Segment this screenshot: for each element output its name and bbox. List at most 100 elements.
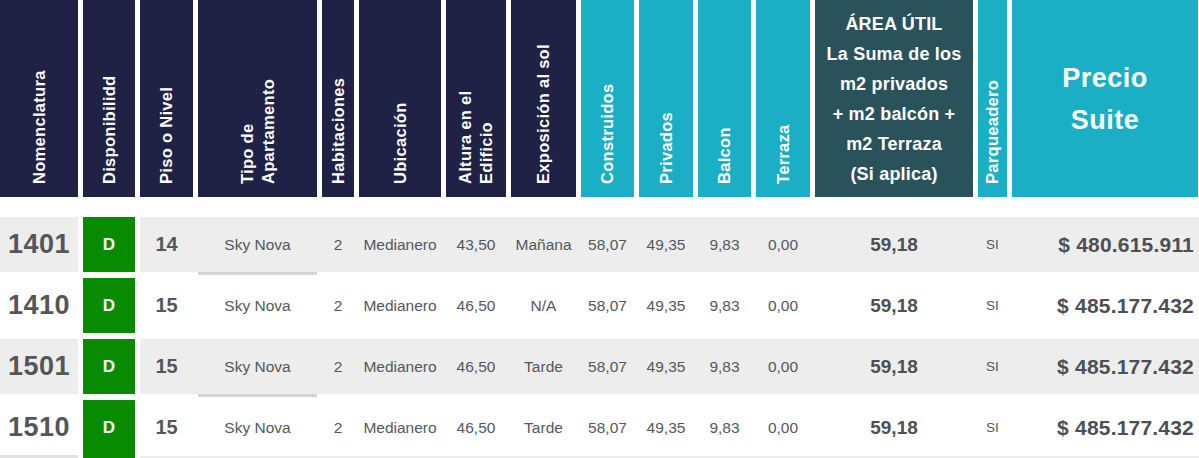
cell-altura: 46,50 [446, 400, 506, 455]
cell-balcon: 9,83 [698, 339, 751, 394]
cell-parqueadero: SI [978, 278, 1007, 333]
cell-nomenclatura: 1501 [0, 339, 78, 394]
cell-ubicacion: Medianero [359, 400, 441, 455]
availability-badge: D [83, 217, 135, 272]
cell-terraza: 0,00 [756, 339, 810, 394]
col-header-label: Nomenclatura [29, 0, 50, 197]
col-header-label: ÁREA ÚTIL La Suma de los m2 privados + m… [827, 9, 962, 189]
cell-disponibilidad: D [78, 278, 140, 333]
cell-area-util: 59,18 [815, 217, 973, 272]
cell-exposicion: Mañana [511, 217, 576, 272]
col-header-label: Balcon [714, 0, 735, 197]
cell-precio: $ 480.615.911 [1012, 217, 1198, 272]
cell-area-util: 59,18 [815, 339, 973, 394]
availability-badge: D [83, 278, 135, 333]
cell-construidos: 58,07 [581, 339, 634, 394]
cell-piso: 15 [140, 400, 193, 455]
table-row-1510[interactable]: 1510 D 15 Sky Nova 2 Medianero 46,50 Tar… [0, 400, 1199, 455]
cell-tipo: Sky Nova [198, 278, 317, 333]
col-header-nomenclatura: Nomenclatura [0, 0, 78, 197]
cell-altura: 46,50 [446, 278, 506, 333]
cell-exposicion: Tarde [511, 400, 576, 455]
col-header-label: Terraza [773, 0, 794, 197]
col-header-construidos: Construidos [581, 0, 634, 197]
col-header-tipo-apartamento: Tipo de Apartamento [198, 0, 317, 197]
cell-balcon: 9,83 [698, 278, 751, 333]
cell-ubicacion: Medianero [359, 339, 441, 394]
cell-disponibilidad: D [78, 400, 140, 455]
col-header-label: Precio Suite [1062, 57, 1148, 141]
col-header-exposicion-sol: Exposición al sol [511, 0, 576, 197]
cell-piso: 14 [140, 217, 193, 272]
cell-nomenclatura: 1401 [0, 217, 78, 272]
col-header-parqueadero: Parqueadero [978, 0, 1007, 197]
cell-parqueadero: SI [978, 217, 1007, 272]
apartments-price-table: Nomenclatura Disponibilidd Piso o Nivel … [0, 0, 1199, 458]
table-row-1410[interactable]: 1410 D 15 Sky Nova 2 Medianero 46,50 N/A… [0, 278, 1199, 333]
cell-exposicion: N/A [511, 278, 576, 333]
col-header-label: Ubicación [390, 0, 411, 197]
cell-precio: $ 485.177.432 [1012, 339, 1198, 394]
cell-nomenclatura: 1410 [0, 278, 78, 333]
cell-piso: 15 [140, 339, 193, 394]
cell-parqueadero: SI [978, 400, 1007, 455]
cell-parqueadero: SI [978, 339, 1007, 394]
cell-terraza: 0,00 [756, 278, 810, 333]
cell-ubicacion: Medianero [359, 217, 441, 272]
cell-construidos: 58,07 [581, 217, 634, 272]
col-header-label: Construidos [597, 0, 618, 197]
next-row-preview-badge [83, 453, 135, 458]
cell-habitaciones: 2 [322, 339, 354, 394]
col-header-altura-edificio: Altura en el Edificio [446, 0, 506, 197]
col-header-terraza: Terraza [756, 0, 810, 197]
col-header-label: Tipo de Apartamento [237, 0, 278, 197]
col-header-disponibilidad: Disponibilidd [83, 0, 135, 197]
cell-balcon: 9,83 [698, 400, 751, 455]
cell-tipo: Sky Nova [198, 217, 317, 272]
col-header-piso-o-nivel: Piso o Nivel [140, 0, 193, 197]
cell-construidos: 58,07 [581, 400, 634, 455]
cell-privados: 49,35 [639, 278, 693, 333]
col-header-ubicacion: Ubicación [359, 0, 441, 197]
cell-privados: 49,35 [639, 217, 693, 272]
cell-disponibilidad: D [78, 217, 140, 272]
col-header-area-util: ÁREA ÚTIL La Suma de los m2 privados + m… [815, 0, 973, 197]
cell-precio: $ 485.177.432 [1012, 278, 1198, 333]
col-header-habitaciones: Habitaciones [322, 0, 354, 197]
col-header-label: Privados [656, 0, 677, 197]
cell-altura: 43,50 [446, 217, 506, 272]
table-row-1401[interactable]: 1401 D 14 Sky Nova 2 Medianero 43,50 Mañ… [0, 217, 1199, 272]
cell-privados: 49,35 [639, 339, 693, 394]
table-body: 1401 D 14 Sky Nova 2 Medianero 43,50 Mañ… [0, 217, 1199, 455]
cell-precio: $ 485.177.432 [1012, 400, 1198, 455]
tipo-column-underline [198, 394, 317, 397]
cell-ubicacion: Medianero [359, 278, 441, 333]
cell-piso: 15 [140, 278, 193, 333]
availability-badge: D [83, 400, 135, 455]
col-header-label: Piso o Nivel [156, 0, 177, 197]
cell-habitaciones: 2 [322, 217, 354, 272]
col-header-privados: Privados [639, 0, 693, 197]
cell-habitaciones: 2 [322, 278, 354, 333]
col-header-label: Parqueadero [982, 0, 1003, 197]
cell-construidos: 58,07 [581, 278, 634, 333]
cell-altura: 46,50 [446, 339, 506, 394]
col-header-precio-suite: Precio Suite [1012, 0, 1198, 197]
col-header-label: Altura en el Edificio [455, 0, 496, 197]
col-header-balcon: Balcon [698, 0, 751, 197]
col-header-label: Habitaciones [328, 0, 349, 197]
cell-area-util: 59,18 [815, 278, 973, 333]
cell-balcon: 9,83 [698, 217, 751, 272]
cell-terraza: 0,00 [756, 400, 810, 455]
cell-tipo: Sky Nova [198, 400, 317, 455]
cell-habitaciones: 2 [322, 400, 354, 455]
cell-area-util: 59,18 [815, 400, 973, 455]
availability-badge: D [83, 339, 135, 394]
tipo-column-underline [198, 272, 317, 275]
col-header-label: Exposición al sol [533, 0, 554, 197]
table-row-1501[interactable]: 1501 D 15 Sky Nova 2 Medianero 46,50 Tar… [0, 339, 1199, 394]
cell-privados: 49,35 [639, 400, 693, 455]
cell-tipo: Sky Nova [198, 339, 317, 394]
col-header-label: Disponibilidd [99, 0, 120, 197]
cell-terraza: 0,00 [756, 217, 810, 272]
